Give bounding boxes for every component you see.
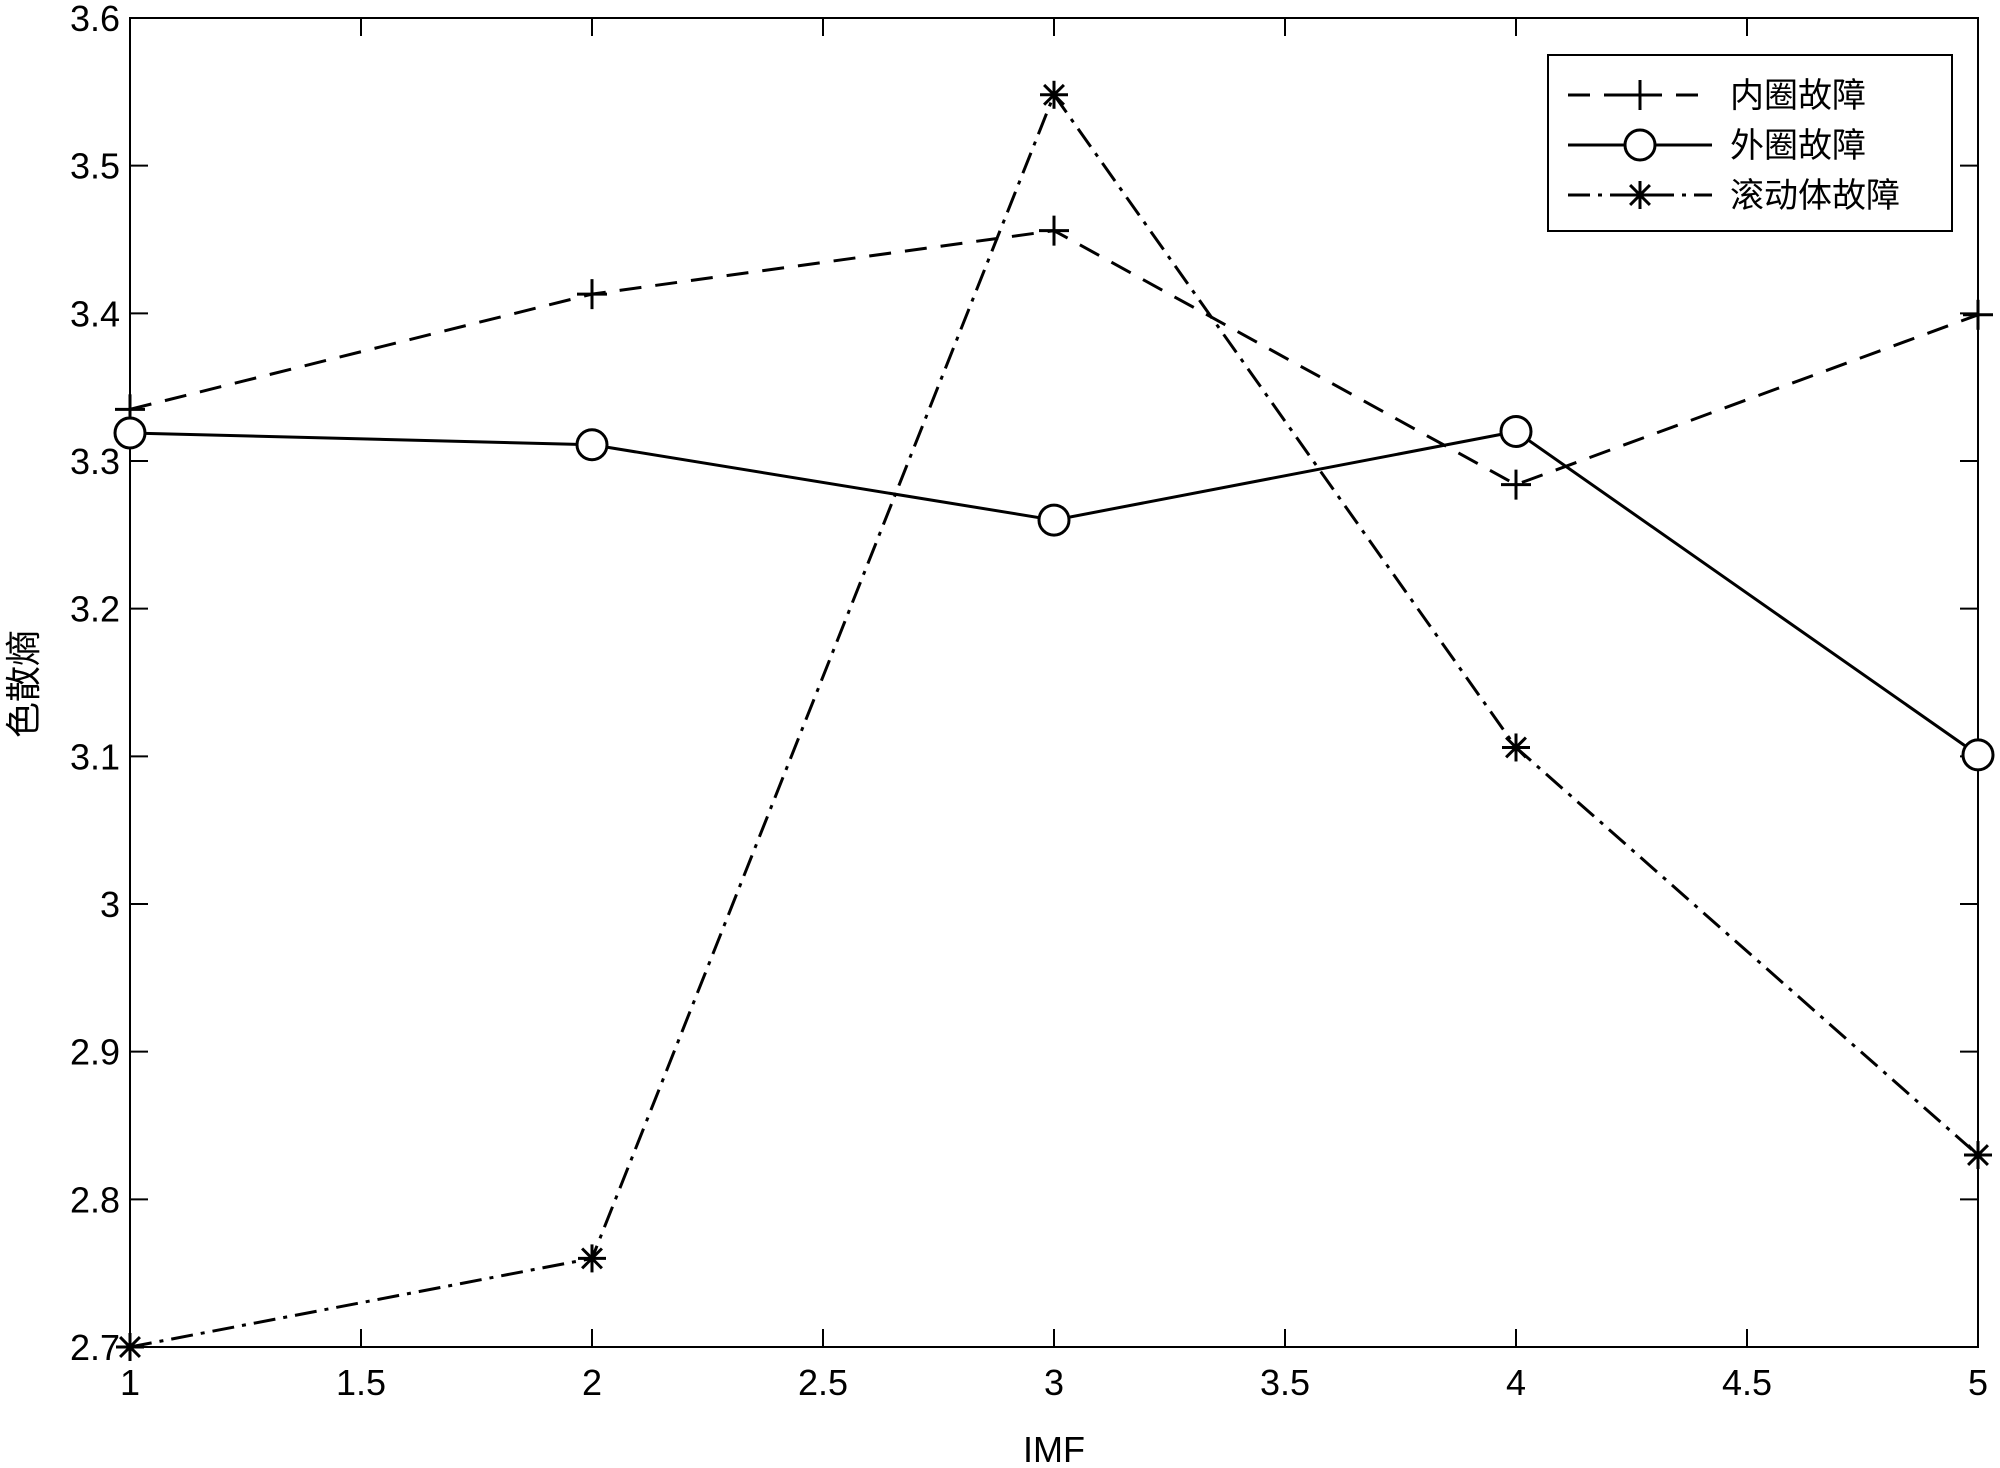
x-tick-label: 3 (1044, 1362, 1064, 1403)
axis-ticks (129, 17, 1979, 1348)
data-point (575, 428, 609, 462)
y-axis-label: 色散熵 (3, 630, 44, 738)
x-tick-label: 2.5 (798, 1362, 848, 1403)
legend-entry: 外圈故障 (1568, 126, 1866, 166)
series-1 (115, 215, 1993, 500)
legend-entry: 滚动体故障 (1568, 176, 1900, 216)
legend-marker (1626, 181, 1654, 209)
x-tick-labels: 1 1.5 2 2.5 3 3.5 4 4.5 5 (120, 1362, 1988, 1403)
y-tick-label: 3 (100, 884, 120, 925)
data-point (1499, 414, 1533, 448)
data-point (113, 416, 147, 450)
series-3 (116, 80, 1992, 1361)
x-tick-label: 3.5 (1260, 1362, 1310, 1403)
x-tick-label: 2 (582, 1362, 602, 1403)
data-point (1501, 469, 1531, 500)
x-tick-label: 4.5 (1722, 1362, 1772, 1403)
x-tick-label: 1.5 (336, 1362, 386, 1403)
data-point (1040, 80, 1068, 109)
y-tick-label: 3.6 (70, 0, 120, 39)
series-layer (113, 80, 1995, 1361)
data-point (1037, 503, 1071, 537)
data-point (578, 1244, 606, 1273)
data-point (1963, 299, 1993, 330)
data-point (1961, 738, 1995, 772)
data-point (116, 1333, 144, 1361)
legend-label: 内圈故障 (1730, 76, 1866, 116)
data-point (1039, 215, 1069, 246)
legend-marker (1625, 80, 1655, 110)
series-line (129, 229, 1979, 487)
x-tick-label: 5 (1968, 1362, 1988, 1403)
legend-label: 外圈故障 (1730, 126, 1866, 166)
y-tick-label: 3.1 (70, 736, 120, 777)
legend-label: 滚动体故障 (1730, 176, 1900, 216)
data-point (1964, 1141, 1992, 1170)
y-tick-labels: 2.7 2.8 2.9 3 3.1 3.2 3.3 3.4 3.5 3.6 (70, 0, 120, 1368)
x-tick-label: 4 (1506, 1362, 1526, 1403)
y-tick-label: 3.2 (70, 589, 120, 630)
legend-entry: 内圈故障 (1568, 76, 1866, 116)
series-line (129, 429, 1979, 757)
legend-box (1547, 54, 1953, 232)
y-tick-label: 2.7 (70, 1327, 120, 1368)
series-line (129, 91, 1979, 1349)
y-tick-label: 2.9 (70, 1032, 120, 1073)
data-point (1502, 733, 1530, 762)
y-tick-label: 3.3 (70, 441, 120, 482)
legend-marker (1623, 128, 1657, 162)
x-axis-label: IMF (1023, 1429, 1085, 1468)
y-tick-label: 3.5 (70, 146, 120, 187)
y-tick-label: 2.8 (70, 1179, 120, 1220)
x-tick-label: 1 (120, 1362, 140, 1403)
y-tick-label: 3.4 (70, 293, 120, 334)
series-2 (113, 414, 1995, 772)
data-point (577, 279, 607, 310)
